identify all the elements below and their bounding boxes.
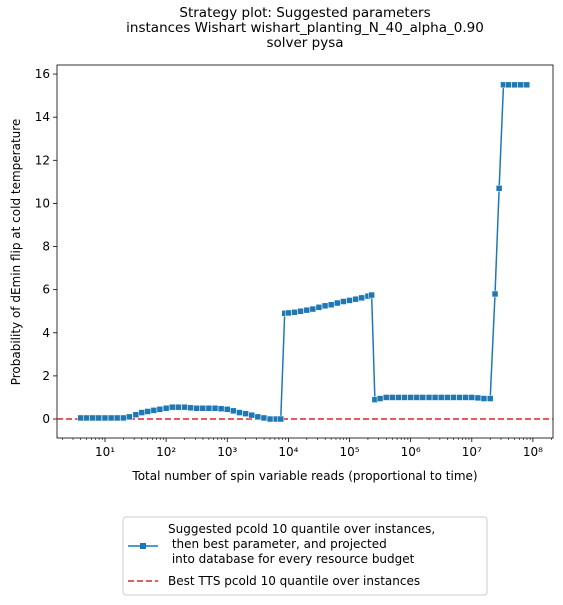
series-marker: [138, 409, 146, 416]
series-marker: [376, 395, 384, 402]
legend-label: Best TTS pcold 10 quantile over instance…: [168, 574, 420, 588]
series-marker: [437, 394, 445, 401]
series-marker: [368, 291, 375, 299]
series-marker: [107, 414, 115, 422]
y-tick-label: 2: [42, 369, 50, 383]
series-marker: [291, 309, 298, 316]
series-marker: [468, 394, 476, 401]
series-marker: [83, 414, 90, 422]
legend-box: [122, 516, 488, 596]
series-marker: [132, 411, 140, 418]
series-marker: [193, 404, 200, 412]
series-marker: [156, 406, 164, 413]
series-marker: [77, 414, 84, 422]
series-marker: [248, 411, 255, 419]
series-marker: [101, 414, 109, 422]
series-marker: [419, 394, 427, 401]
series-marker: [389, 394, 396, 401]
series-marker: [211, 404, 219, 412]
y-tick-label: 12: [35, 153, 50, 167]
series-marker: [236, 409, 243, 416]
series-marker: [95, 414, 102, 422]
series-marker: [495, 185, 503, 192]
series-marker: [425, 394, 433, 401]
series-marker: [162, 404, 170, 412]
series-marker: [199, 404, 207, 412]
y-tick-label: 6: [42, 283, 50, 297]
series-marker: [491, 290, 499, 298]
series-marker: [346, 297, 353, 304]
series-marker: [450, 394, 457, 401]
x-tick-label: 10²: [156, 445, 176, 459]
legend-label: Suggested pcold 10 quantile over instanc…: [168, 522, 435, 566]
series-marker: [144, 408, 151, 415]
y-axis-label: Probability of dEmin flip at cold temper…: [9, 119, 23, 386]
x-tick-label: 10¹: [95, 445, 115, 459]
series-marker: [309, 305, 317, 313]
series-marker: [517, 81, 524, 89]
series-line: [80, 84, 527, 420]
series-marker: [254, 413, 262, 421]
series-marker: [407, 394, 414, 401]
series-marker: [187, 404, 194, 412]
series-marker: [456, 394, 463, 401]
y-tick-label: 16: [35, 67, 50, 81]
series-marker: [175, 403, 182, 411]
series-marker: [181, 403, 188, 411]
series-marker: [169, 403, 176, 411]
series-marker: [303, 306, 311, 314]
series-marker: [120, 414, 127, 422]
series-marker: [327, 301, 335, 309]
x-tick-label: 10⁸: [523, 445, 543, 459]
series-marker: [382, 394, 390, 401]
y-tick-label: 10: [35, 196, 50, 210]
series-marker: [224, 406, 231, 413]
series-marker: [242, 410, 249, 417]
x-tick-label: 10³: [217, 445, 237, 459]
series-marker: [413, 394, 421, 401]
series-marker: [285, 309, 292, 317]
series-marker: [474, 394, 482, 402]
series-marker: [431, 394, 439, 401]
plot-frame: [56, 64, 554, 439]
series-marker: [334, 299, 341, 307]
series-marker: [89, 414, 96, 422]
x-tick-label: 10⁵: [339, 445, 359, 459]
y-tick-label: 4: [42, 326, 50, 340]
series-marker: [462, 394, 469, 401]
series-marker: [260, 414, 268, 422]
series-marker: [358, 294, 365, 302]
x-tick-label: 10⁷: [462, 445, 482, 459]
series-marker: [113, 414, 121, 422]
series-marker: [230, 407, 237, 415]
series-marker: [217, 405, 225, 412]
series-marker: [150, 407, 158, 414]
series-marker: [340, 298, 347, 305]
series-marker: [523, 81, 531, 89]
legend-marker: [140, 543, 146, 549]
y-tick-label: 0: [42, 412, 50, 426]
x-tick-label: 10⁶: [401, 445, 421, 459]
series-marker: [315, 304, 323, 311]
series-marker: [444, 394, 451, 401]
series-marker: [126, 413, 133, 421]
series-marker: [352, 295, 359, 303]
series-marker: [401, 394, 408, 401]
series-marker: [297, 307, 304, 315]
series-marker: [321, 302, 329, 310]
series-marker: [205, 404, 213, 412]
series-marker: [395, 394, 402, 401]
x-tick-label: 10⁴: [278, 445, 298, 459]
chart-title: Strategy plot: Suggested parameters insta…: [126, 5, 484, 51]
series-marker: [277, 415, 285, 423]
series-marker: [486, 395, 494, 402]
series-marker: [505, 81, 512, 89]
y-tick-label: 8: [42, 240, 50, 254]
x-axis-label: Total number of spin variable reads (pro…: [131, 469, 477, 483]
series-marker: [480, 395, 488, 402]
series-marker: [266, 415, 274, 423]
y-tick-label: 14: [35, 110, 50, 124]
series-marker: [511, 81, 518, 89]
